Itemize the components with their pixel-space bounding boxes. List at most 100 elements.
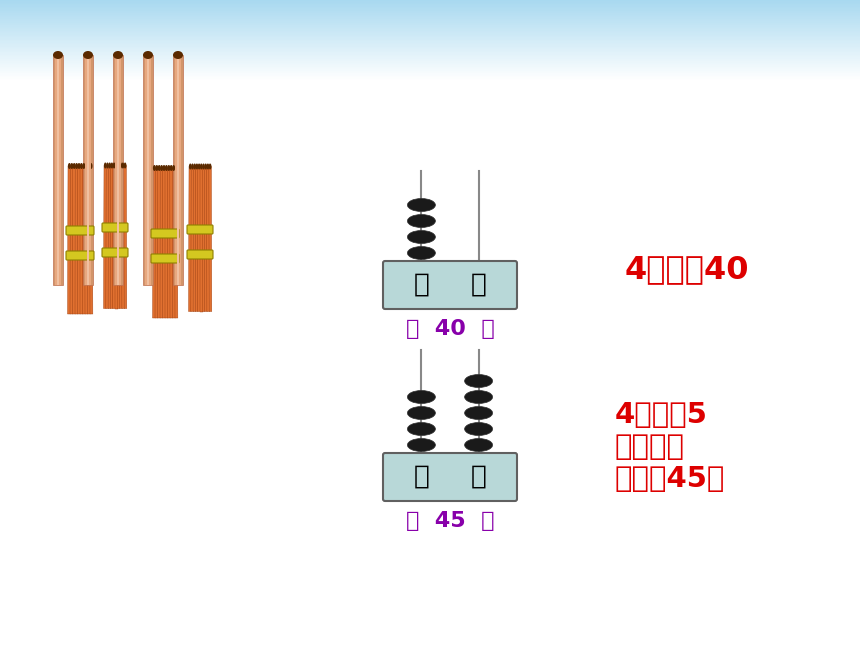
Ellipse shape xyxy=(113,163,115,168)
Ellipse shape xyxy=(83,51,93,59)
Polygon shape xyxy=(209,166,212,312)
Bar xyxy=(0,39,860,40)
Text: 4个十是40: 4个十是40 xyxy=(625,255,750,286)
Text: 个一合起: 个一合起 xyxy=(615,433,685,461)
Text: 来是（45）: 来是（45） xyxy=(615,465,725,493)
Bar xyxy=(0,24,860,25)
FancyBboxPatch shape xyxy=(383,261,517,309)
Ellipse shape xyxy=(408,439,435,451)
Bar xyxy=(0,60,860,61)
Polygon shape xyxy=(152,168,156,318)
Bar xyxy=(145,55,151,285)
Polygon shape xyxy=(198,166,200,312)
Ellipse shape xyxy=(408,246,435,259)
Ellipse shape xyxy=(73,163,76,169)
Bar xyxy=(87,55,89,285)
FancyBboxPatch shape xyxy=(383,453,517,501)
Bar xyxy=(0,75,860,76)
Bar xyxy=(0,66,860,68)
Bar xyxy=(0,26,860,28)
FancyBboxPatch shape xyxy=(151,254,179,263)
Ellipse shape xyxy=(89,163,93,169)
Bar xyxy=(0,64,860,65)
Bar xyxy=(0,69,860,71)
Ellipse shape xyxy=(108,163,111,168)
Bar xyxy=(0,55,860,56)
Ellipse shape xyxy=(464,439,493,451)
Ellipse shape xyxy=(200,163,203,170)
Bar xyxy=(0,52,860,54)
Ellipse shape xyxy=(464,422,493,435)
Bar xyxy=(0,49,860,51)
Bar xyxy=(0,46,860,48)
Ellipse shape xyxy=(195,163,199,170)
Ellipse shape xyxy=(408,215,435,228)
Ellipse shape xyxy=(106,163,109,168)
Bar xyxy=(0,34,860,35)
Bar xyxy=(0,23,860,24)
Bar xyxy=(0,12,860,14)
Ellipse shape xyxy=(160,165,163,171)
FancyBboxPatch shape xyxy=(187,250,213,259)
Bar xyxy=(115,55,121,285)
Polygon shape xyxy=(70,166,73,314)
Polygon shape xyxy=(68,166,71,314)
Bar xyxy=(0,48,860,49)
Ellipse shape xyxy=(80,163,83,169)
Ellipse shape xyxy=(84,163,88,169)
Bar xyxy=(0,54,860,55)
Ellipse shape xyxy=(87,163,90,169)
Polygon shape xyxy=(200,166,203,312)
Ellipse shape xyxy=(198,163,200,170)
Text: 4个十和5: 4个十和5 xyxy=(615,401,708,429)
Text: 十: 十 xyxy=(414,464,429,490)
Bar xyxy=(0,35,860,36)
Bar xyxy=(177,55,179,285)
Bar xyxy=(0,1,860,3)
Ellipse shape xyxy=(168,165,170,171)
Bar xyxy=(0,68,860,69)
Polygon shape xyxy=(202,166,205,312)
Text: （  40  ）: （ 40 ） xyxy=(406,319,494,339)
Polygon shape xyxy=(87,166,90,314)
Ellipse shape xyxy=(206,163,209,170)
FancyBboxPatch shape xyxy=(66,226,94,235)
Ellipse shape xyxy=(110,163,114,168)
Polygon shape xyxy=(168,168,170,318)
Bar xyxy=(0,45,860,46)
Polygon shape xyxy=(157,168,161,318)
Ellipse shape xyxy=(83,163,85,169)
Bar xyxy=(0,32,860,34)
Polygon shape xyxy=(115,166,118,308)
Polygon shape xyxy=(113,166,115,308)
Bar xyxy=(53,55,63,285)
Polygon shape xyxy=(160,168,163,318)
Bar xyxy=(0,71,860,72)
Bar xyxy=(143,55,153,285)
Polygon shape xyxy=(169,168,173,318)
Ellipse shape xyxy=(169,165,173,171)
Bar xyxy=(0,65,860,66)
Ellipse shape xyxy=(408,422,435,435)
Polygon shape xyxy=(117,166,120,308)
Text: 个: 个 xyxy=(470,464,487,490)
Bar xyxy=(0,16,860,17)
FancyBboxPatch shape xyxy=(66,251,94,260)
Bar xyxy=(0,63,860,64)
Polygon shape xyxy=(124,166,126,308)
Polygon shape xyxy=(121,166,125,308)
Ellipse shape xyxy=(124,163,126,168)
Ellipse shape xyxy=(113,51,123,59)
Polygon shape xyxy=(165,168,168,318)
Ellipse shape xyxy=(157,165,161,171)
Ellipse shape xyxy=(153,165,156,171)
Polygon shape xyxy=(80,166,83,314)
Ellipse shape xyxy=(117,163,120,168)
Bar xyxy=(0,21,860,23)
Ellipse shape xyxy=(464,375,493,388)
Bar xyxy=(0,25,860,26)
Ellipse shape xyxy=(71,163,73,169)
Bar xyxy=(0,36,860,37)
Bar xyxy=(0,20,860,21)
Ellipse shape xyxy=(173,51,183,59)
